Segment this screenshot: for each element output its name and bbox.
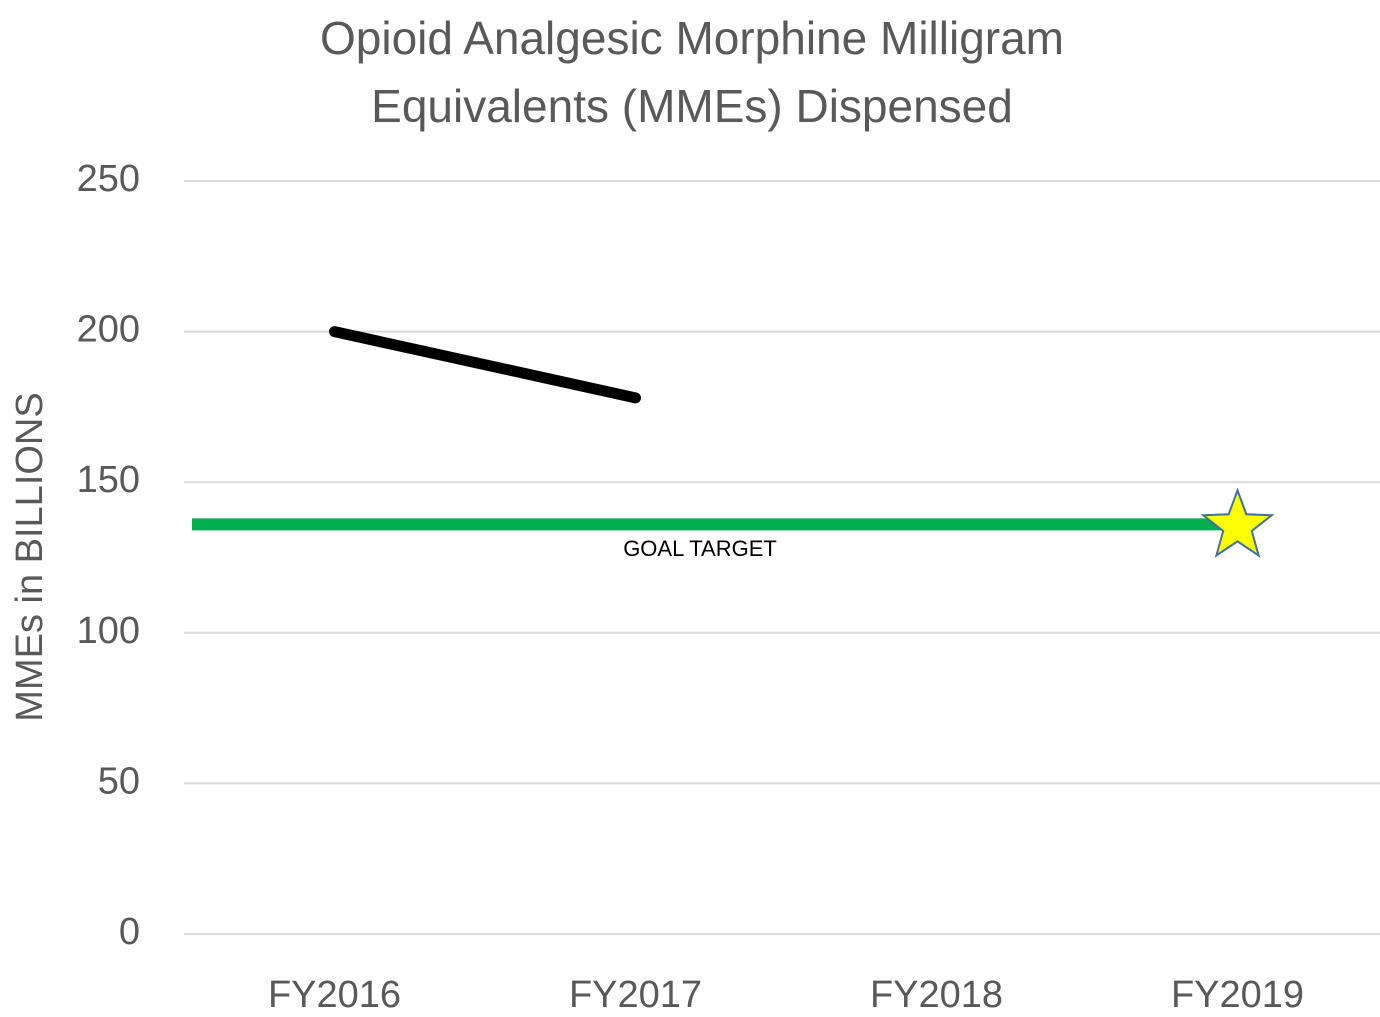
x-tick-label: FY2018: [870, 974, 1003, 1016]
x-tick-label: FY2017: [569, 974, 702, 1016]
y-tick-label: 250: [77, 158, 140, 200]
y-tick-label: 150: [77, 459, 140, 501]
x-tick-label: FY2019: [1171, 974, 1304, 1016]
y-tick-label: 200: [77, 309, 140, 351]
goal-star: [1200, 487, 1275, 558]
chart-title: Opioid Analgesic Morphine Milligram Equi…: [320, 12, 1064, 132]
y-axis-label: MMEs in BILLIONS: [9, 392, 51, 721]
x-tick-label: FY2016: [268, 974, 401, 1016]
y-tick-label: 100: [77, 610, 140, 652]
y-tick-label: 0: [119, 911, 140, 953]
y-tick-label: 50: [98, 760, 140, 802]
data-line: [329, 326, 641, 404]
goal-label: GOAL TARGET: [623, 536, 777, 561]
